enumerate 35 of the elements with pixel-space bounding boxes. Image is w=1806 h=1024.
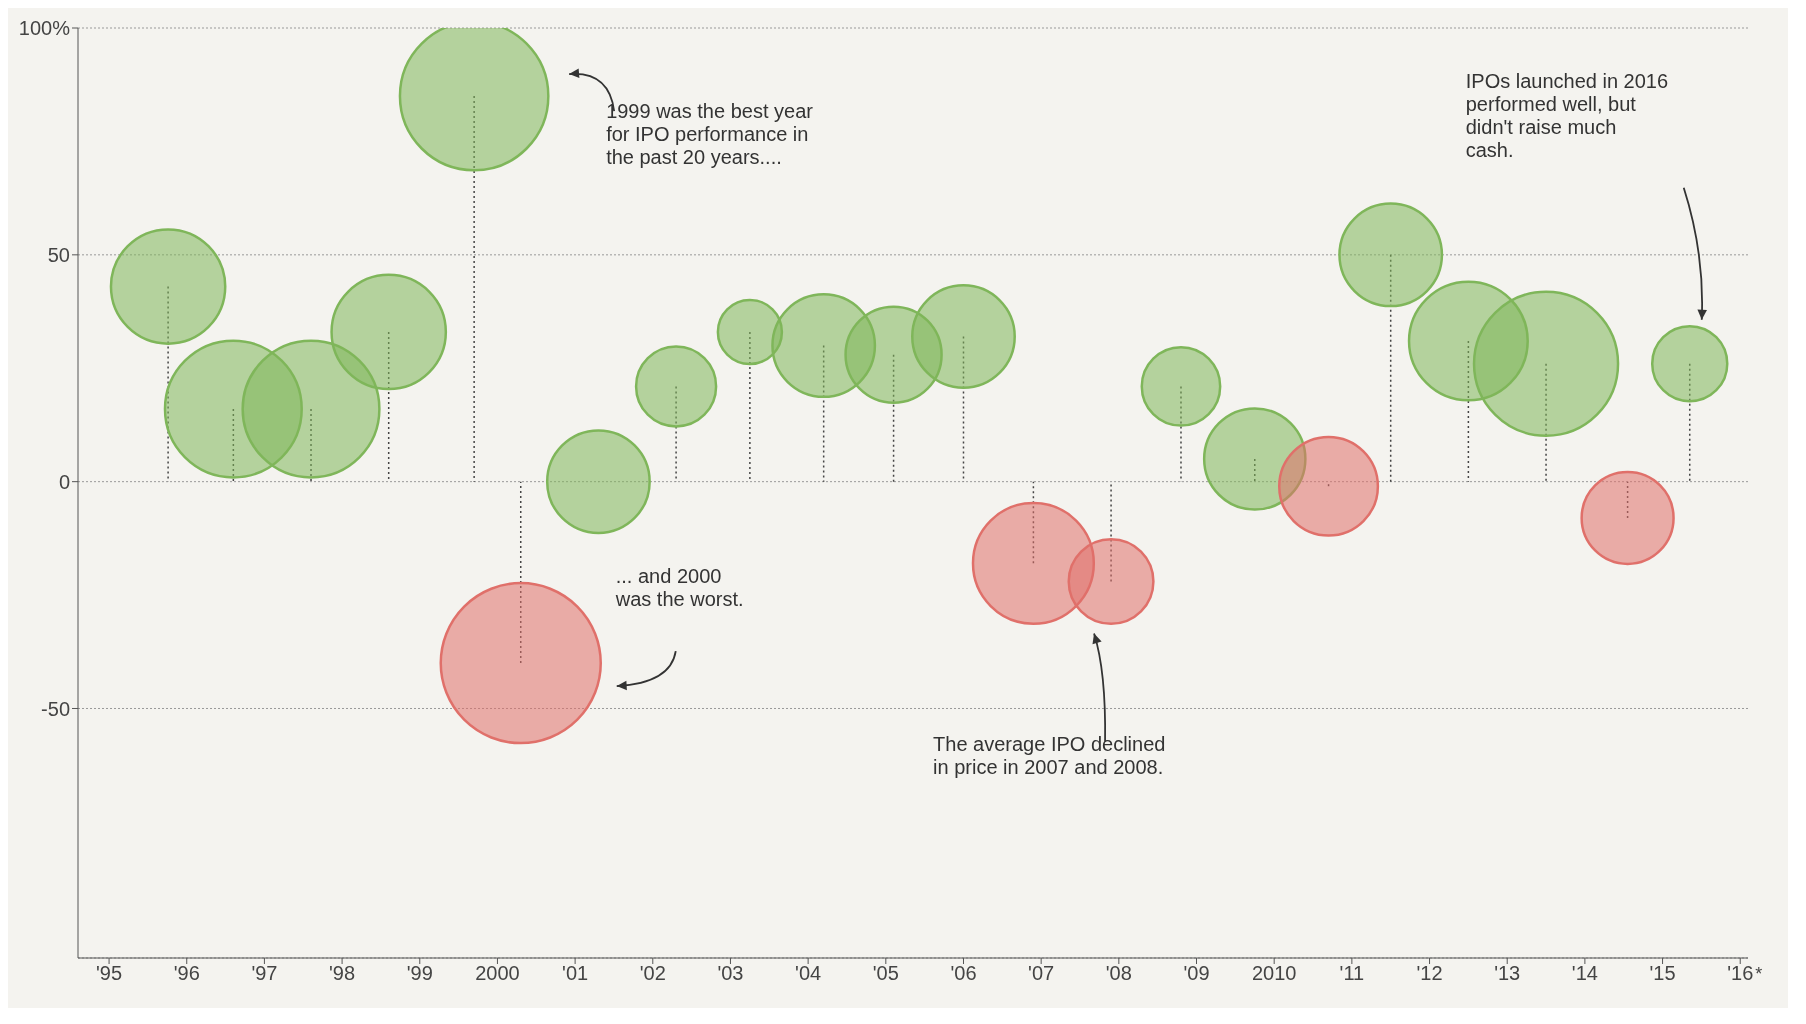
x-tick-label: '09 [1183, 962, 1210, 985]
x-tick-label: 2010 [1251, 962, 1297, 985]
x-tick-label: '96 [173, 962, 200, 985]
x-tick-label: '08 [1105, 962, 1132, 985]
x-tick-label: 2000 [475, 962, 520, 985]
point [1202, 407, 1307, 511]
y-tick-label: 0 [58, 470, 70, 493]
x-tick-label: '98 [329, 962, 356, 985]
x-tick-label: '99 [406, 962, 433, 985]
x-tick-label: '15 [1649, 962, 1676, 985]
x-tick-label: '97 [251, 962, 278, 985]
x-tick-label: '01 [562, 962, 589, 985]
x-tick-label: '02 [639, 962, 666, 985]
annotation: IPOs launched in 2016 performed well, but didn't raise much cash. [1465, 69, 1669, 161]
text: * [1755, 964, 1763, 984]
x-tick-label: '13 [1494, 962, 1521, 985]
x-tick-label: '12 [1416, 962, 1443, 985]
x-tick-label: '06 [950, 962, 977, 985]
x-tick-label: '05 [872, 962, 899, 985]
x-tick-label: '16 [1727, 962, 1754, 985]
annotation: ... and 2000 was the worst. [614, 565, 744, 611]
point [545, 429, 651, 535]
annotation: 1999 was the best year for IPO performance in the past 20 years.... [606, 100, 814, 169]
point [1338, 202, 1444, 308]
y-tick-label: 100% [18, 17, 71, 40]
y-tick-label: 50 [47, 243, 70, 266]
point [911, 284, 1016, 389]
x-tick-label: '04 [795, 962, 822, 985]
annotation: The average IPO declined in price in 2007 and 2008. [933, 733, 1166, 779]
x-tick-label: '03 [717, 962, 744, 985]
x-tick-label: '07 [1028, 962, 1055, 985]
x-tick-label: '14 [1571, 962, 1598, 985]
x-tick-label: '11 [1339, 962, 1365, 985]
y-tick-label: -50 [41, 697, 70, 720]
x-tick-label: '95 [96, 962, 123, 985]
